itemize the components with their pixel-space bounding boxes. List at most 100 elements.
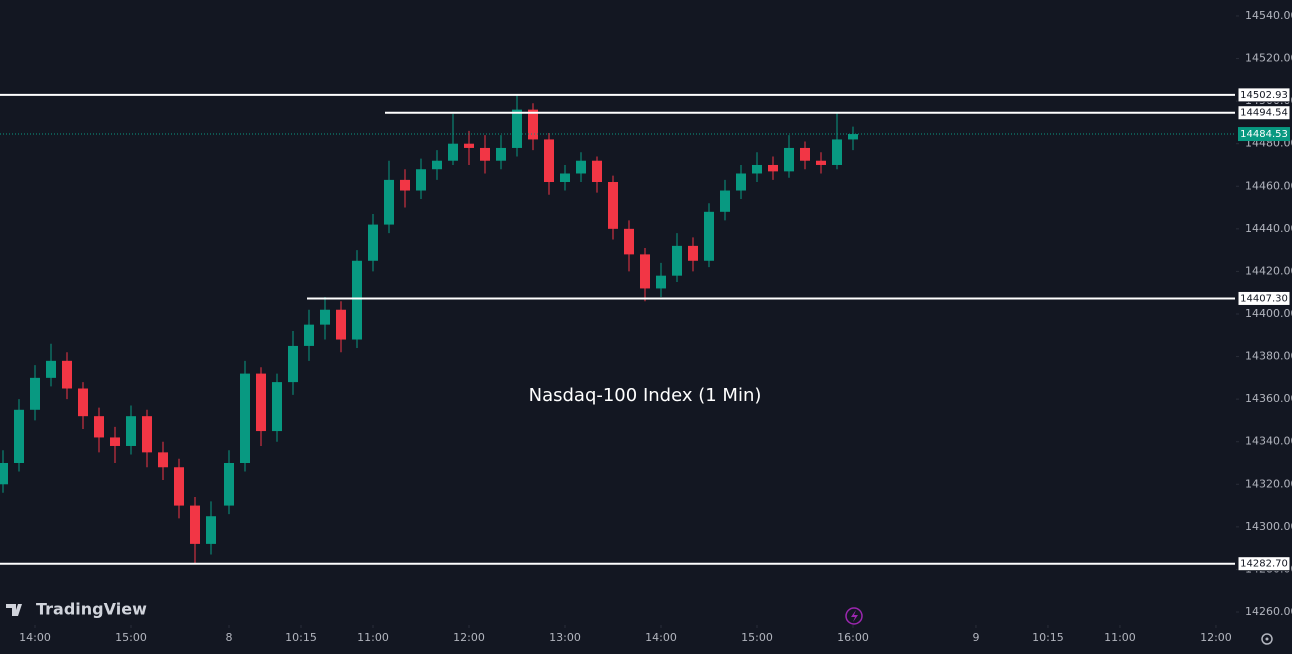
settings-icon[interactable] — [1261, 633, 1273, 645]
candle-body — [496, 147, 506, 161]
candle-body — [800, 147, 810, 161]
level-label-box — [1237, 556, 1291, 572]
x-tick-label: 10:15 — [1032, 631, 1064, 644]
x-tick-label: 11:00 — [1104, 631, 1136, 644]
candle-body — [174, 467, 184, 506]
settings-dot — [1265, 637, 1269, 641]
candle-body — [62, 360, 72, 389]
last-price-label: 14484.53 — [1240, 129, 1288, 140]
settings-button[interactable] — [1261, 633, 1273, 645]
event-circle[interactable] — [845, 607, 863, 625]
candle-body — [480, 147, 490, 161]
level-label-box — [1237, 87, 1291, 103]
candle-body — [736, 173, 746, 191]
chart-title: Nasdaq-100 Index (1 Min) — [529, 385, 762, 406]
x-tick-label: 11:00 — [357, 631, 389, 644]
level-label: 14494.54 — [1240, 108, 1288, 119]
candle-body — [94, 416, 104, 438]
candle-body — [14, 409, 24, 464]
candle-body — [288, 345, 298, 383]
candle-body — [400, 179, 410, 191]
candle-body — [768, 164, 778, 172]
y-tick-label: 14540.00 — [1245, 9, 1292, 22]
candle-body — [158, 452, 168, 468]
y-tick-label: 14400.00 — [1245, 307, 1292, 320]
candle-body — [224, 463, 234, 506]
event-icon[interactable] — [845, 607, 863, 625]
x-tick-label: 13:00 — [549, 631, 581, 644]
candle-body — [464, 143, 474, 148]
level-label-box — [1237, 105, 1291, 121]
candle-body — [78, 388, 88, 417]
level-label-box — [1237, 290, 1291, 306]
candle-body — [46, 360, 56, 378]
logo-icon — [6, 604, 22, 616]
x-tick-label: 14:00 — [645, 631, 677, 644]
candle-body — [320, 309, 330, 325]
candle-body — [544, 139, 554, 183]
x-tick-label: 10:15 — [285, 631, 317, 644]
candle-body — [240, 373, 250, 464]
x-tick-label: 12:00 — [453, 631, 485, 644]
candle-body — [110, 437, 120, 446]
level-label: 14407.30 — [1240, 293, 1288, 304]
y-tick-label: 14420.00 — [1245, 264, 1292, 277]
candle-body — [752, 164, 762, 174]
candle-body — [816, 160, 826, 165]
candle-body — [384, 179, 394, 225]
candle-body — [336, 309, 346, 340]
candle-body — [640, 254, 650, 289]
candle-body — [688, 245, 698, 261]
x-tick-label: 8 — [226, 631, 233, 644]
brand-name: TradingView — [36, 600, 147, 619]
y-tick-label: 14460.00 — [1245, 179, 1292, 192]
candle-body — [416, 169, 426, 191]
y-tick-label: 14300.00 — [1245, 520, 1292, 533]
candle-body — [256, 373, 266, 432]
level-label: 14282.70 — [1240, 559, 1288, 570]
y-tick-label: 14360.00 — [1245, 392, 1292, 405]
x-tick-label: 9 — [972, 631, 979, 644]
x-tick-label: 12:00 — [1200, 631, 1232, 644]
y-tick-label: 14520.00 — [1245, 52, 1292, 65]
candle-body — [720, 190, 730, 212]
y-tick-label: 14340.00 — [1245, 435, 1292, 448]
candle-body — [608, 182, 618, 229]
candle-body — [624, 228, 634, 255]
y-tick-label: 14380.00 — [1245, 350, 1292, 363]
x-tick-label: 15:00 — [741, 631, 773, 644]
candle-body — [560, 173, 570, 183]
candle-body — [784, 147, 794, 172]
x-tick-label: 14:00 — [19, 631, 51, 644]
brand-logo: TradingView — [6, 600, 147, 619]
candle-body — [432, 160, 442, 170]
candle-body — [656, 275, 666, 289]
y-tick-label: 14260.00 — [1245, 605, 1292, 618]
candle-body — [528, 109, 538, 140]
candle-body — [30, 377, 40, 410]
candle-body — [448, 143, 458, 161]
candle-body — [832, 139, 842, 165]
event-bolt — [851, 610, 858, 622]
candle-body — [206, 516, 216, 544]
y-tick-label: 14320.00 — [1245, 477, 1292, 490]
last-price-box — [1238, 127, 1290, 142]
candle-body — [352, 260, 362, 340]
candle-body — [368, 224, 378, 261]
candle-body — [576, 160, 586, 174]
plot-area: 14260.0014280.0014300.0014320.0014340.00… — [0, 9, 1292, 644]
candle-body — [672, 245, 682, 276]
candle-body — [0, 463, 8, 485]
y-tick-label: 14440.00 — [1245, 222, 1292, 235]
candle-body — [304, 324, 314, 346]
x-tick-label: 15:00 — [115, 631, 147, 644]
candle-body — [848, 134, 858, 140]
level-label: 14502.93 — [1240, 90, 1288, 101]
candle-body — [272, 382, 282, 432]
candle-body — [190, 505, 200, 544]
candle-body — [592, 160, 602, 183]
candle-body — [126, 416, 136, 446]
